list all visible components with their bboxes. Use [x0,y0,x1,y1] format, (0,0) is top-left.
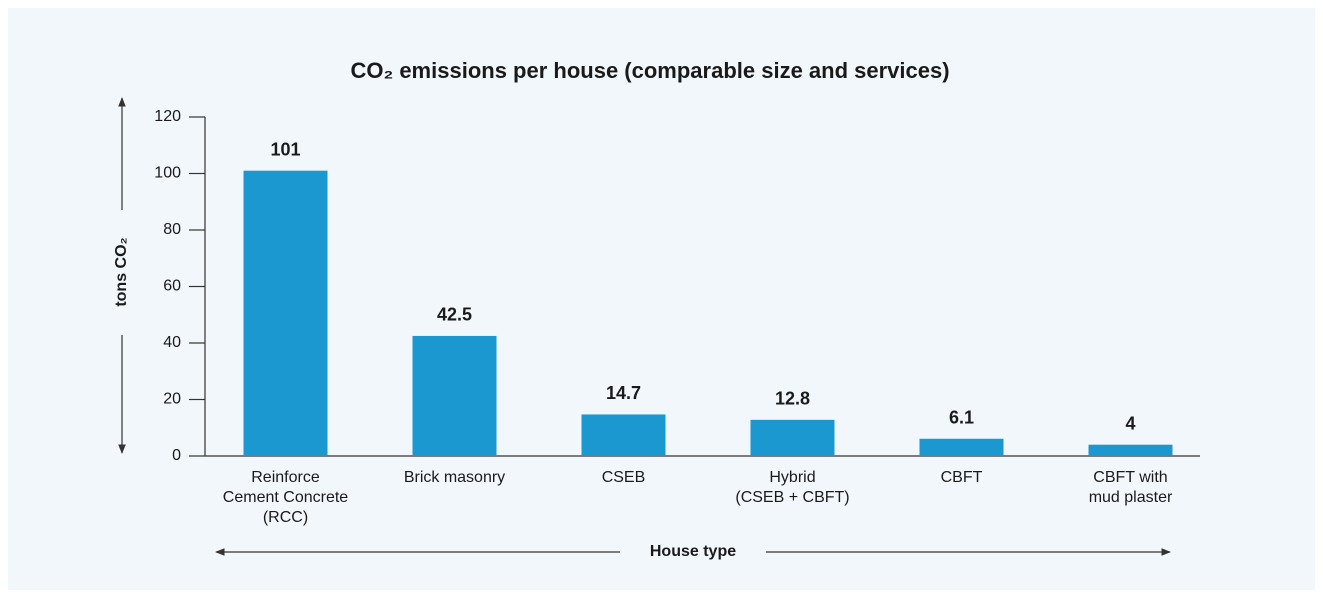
value-label: 4 [1125,413,1135,433]
x-tick-label: (RCC) [263,509,308,526]
x-tick-label: Cement Concrete [223,489,348,506]
y-tick-label: 60 [163,278,181,295]
x-tick-label: mud plaster [1089,489,1173,506]
value-label: 14.7 [606,383,641,403]
x-tick-label: Hybrid [769,469,815,486]
x-tick-label: CBFT [941,469,983,486]
x-tick-label: (CSEB + CBFT) [735,489,849,506]
bar [412,335,497,456]
y-tick-label: 100 [154,165,181,182]
bar [1088,444,1173,456]
value-label: 6.1 [949,408,974,428]
bar [919,438,1004,456]
x-tick-label: Brick masonry [404,469,505,486]
bar [243,170,328,457]
y-tick-label: 120 [154,108,181,125]
x-tick-label: CSEB [602,469,646,486]
y-tick-label: 80 [163,221,181,238]
value-label: 42.5 [437,305,472,325]
value-label: 101 [270,139,300,159]
y-tick-label: 0 [172,447,181,464]
x-axis-label: House type [650,543,736,560]
panel [8,8,1315,590]
x-tick-label: Reinforce [251,469,320,486]
y-tick-label: 20 [163,391,181,408]
value-label: 12.8 [775,389,810,409]
bar [750,419,835,456]
x-tick-label: CBFT with [1093,469,1167,486]
y-axis-label: tons CO₂ [113,237,130,306]
chart-title: CO₂ emissions per house (comparable size… [350,58,949,83]
bar [581,414,666,456]
y-tick-label: 40 [163,334,181,351]
